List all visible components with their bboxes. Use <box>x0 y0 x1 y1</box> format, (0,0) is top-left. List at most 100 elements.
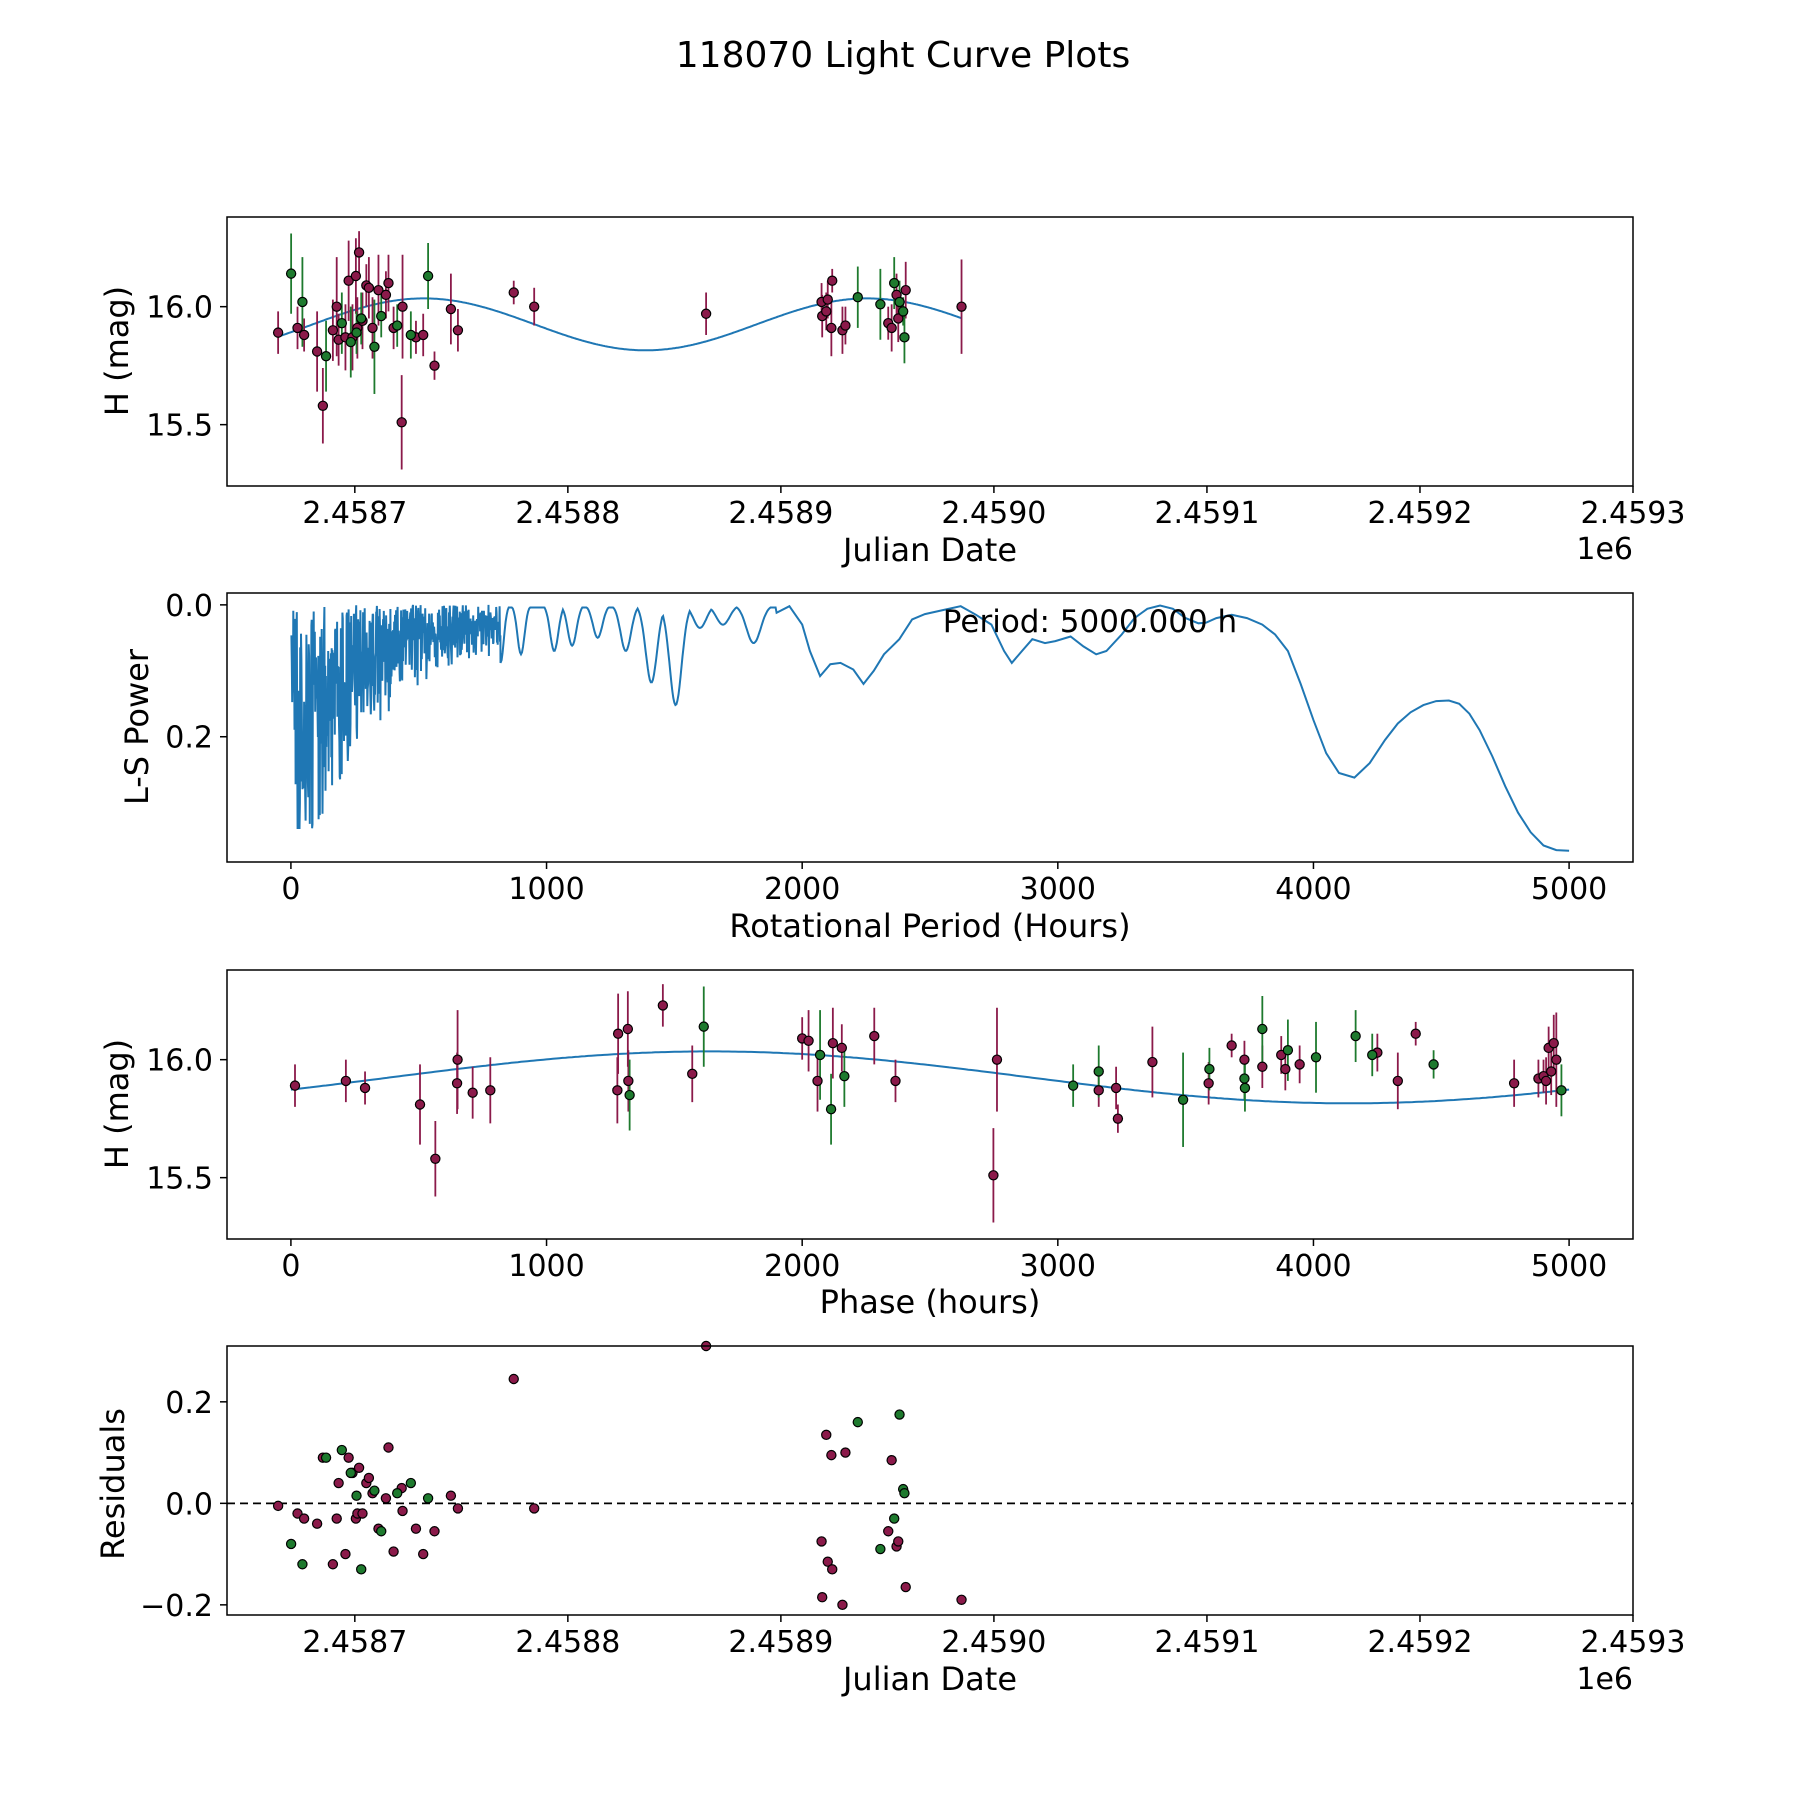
phased-x-tick-label: 4000 <box>1275 1249 1351 1284</box>
lightcurve-point <box>886 322 897 334</box>
phased-frame <box>226 969 1634 1240</box>
lightcurve-point <box>272 327 284 338</box>
phased-x-tick-label: 1000 <box>508 1249 584 1284</box>
lightcurve-point <box>889 277 900 289</box>
phased-point <box>485 1085 496 1096</box>
lightcurve-point <box>700 308 712 319</box>
periodogram-y-axis-label: L-S Power <box>118 648 156 805</box>
lightcurve-point <box>429 360 440 371</box>
residual-point <box>445 1490 457 1501</box>
residuals-x-tick-label: 2.4591 <box>1154 1625 1259 1660</box>
lightcurve-point <box>311 346 323 357</box>
residuals-marks <box>227 1340 1633 1611</box>
lightcurve-point <box>894 296 905 308</box>
phased-point <box>1177 1094 1189 1105</box>
lightcurve-point <box>508 287 519 298</box>
periodogram-marks <box>290 604 1570 852</box>
lightcurve-y-axis-label: H (mag) <box>98 286 136 416</box>
lightcurve-point <box>297 296 308 308</box>
phased-point <box>414 1099 426 1110</box>
panel-phased: 0 1000 2000 3000 4000 5000 16.0 15.5 Phase (ho… <box>98 969 1634 1321</box>
phased-y-tick-label: 15.5 <box>146 1162 213 1197</box>
phased-point <box>1239 1082 1251 1094</box>
lightcurve-point <box>356 313 367 324</box>
phased-point <box>1556 1085 1567 1096</box>
residual-point <box>821 1429 832 1441</box>
lightcurve-point <box>840 320 851 331</box>
residual-point <box>345 1467 356 1479</box>
phased-point <box>612 1028 624 1039</box>
periodogram-x-tick-label: 5000 <box>1531 872 1607 907</box>
residuals-y-ticks: 0.2 0.0 −0.2 <box>140 1386 227 1624</box>
residual-point <box>822 1556 833 1567</box>
residual-point <box>320 1452 332 1463</box>
phased-point <box>803 1035 814 1046</box>
lightcurve-point <box>900 284 911 296</box>
phased-point <box>988 1170 999 1181</box>
residual-point <box>422 1493 434 1504</box>
phased-point <box>1239 1054 1250 1065</box>
phased-point <box>1226 1040 1237 1051</box>
residual-point <box>356 1564 367 1575</box>
residual-point <box>956 1594 967 1605</box>
lightcurve-point <box>351 327 362 338</box>
phased-x-tick-label: 3000 <box>1020 1249 1096 1284</box>
residual-point <box>383 1442 394 1453</box>
lightcurve-point <box>350 270 362 282</box>
periodogram-x-tick-label: 2000 <box>764 872 840 907</box>
periodogram-x-tick-label: 4000 <box>1275 872 1351 907</box>
lightcurve-point <box>875 299 886 310</box>
residual-point <box>817 1592 828 1603</box>
residual-point <box>886 1454 897 1466</box>
residuals-y-axis-label: Residuals <box>94 1408 132 1560</box>
lightcurve-point <box>827 275 838 286</box>
residual-point <box>893 1536 904 1547</box>
residual-point <box>397 1505 408 1517</box>
phased-x-tick-label: 2000 <box>764 1249 840 1284</box>
phased-x-ticks: 0 1000 2000 3000 4000 5000 <box>281 1239 1607 1284</box>
lightcurve-x-tick-label: 2.4590 <box>941 496 1046 531</box>
phased-point <box>1067 1080 1079 1091</box>
phased-point <box>657 1000 669 1011</box>
lightcurve-point <box>422 270 434 282</box>
periodogram-x-tick-label: 1000 <box>508 872 584 907</box>
residuals-offset-label: 1e6 <box>1576 1662 1633 1697</box>
lightcurve-point <box>956 301 967 312</box>
phased-point <box>1428 1059 1439 1070</box>
lightcurve-point <box>899 332 910 343</box>
lightcurve-point <box>336 317 348 329</box>
residual-point <box>852 1416 863 1428</box>
phased-point <box>359 1082 371 1094</box>
lightcurve-point <box>396 417 407 428</box>
phased-point <box>622 1023 634 1035</box>
phased-fit-line <box>290 1050 1570 1105</box>
lightcurve-point <box>367 322 378 334</box>
residual-point <box>392 1487 403 1499</box>
phased-point <box>1203 1078 1214 1089</box>
lightcurve-point <box>821 306 832 317</box>
lightcurve-offset-label: 1e6 <box>1576 532 1633 567</box>
periodogram-frame <box>226 592 1634 863</box>
periodogram-x-tick-label: 3000 <box>1020 872 1096 907</box>
phased-point <box>1112 1113 1124 1124</box>
lightcurve-point <box>392 320 403 331</box>
residual-point <box>336 1444 348 1456</box>
panel-residuals: 2.4587 2.4588 2.4589 2.4590 2.4591 2.4592 2.45… <box>94 1340 1685 1698</box>
lightcurve-point <box>298 329 310 341</box>
lightcurve-point <box>822 294 833 305</box>
lightcurve-x-tick-label: 2.4592 <box>1367 496 1472 531</box>
residuals-x-tick-label: 2.4589 <box>728 1625 833 1660</box>
lightcurve-point <box>418 329 429 341</box>
phased-point <box>1239 1073 1250 1084</box>
residual-point <box>528 1503 540 1514</box>
residual-point <box>883 1526 894 1537</box>
phased-point <box>1280 1063 1291 1075</box>
lightcurve-x-tick-label: 2.4591 <box>1154 496 1259 531</box>
period-annotation: Period: 5000.000 h <box>943 604 1237 640</box>
residual-point <box>272 1500 284 1512</box>
lightcurve-point <box>376 310 387 322</box>
lightcurve-point <box>383 277 394 289</box>
phased-point <box>687 1068 698 1080</box>
lightcurve-frame <box>226 216 1634 487</box>
phased-point <box>1093 1085 1104 1096</box>
